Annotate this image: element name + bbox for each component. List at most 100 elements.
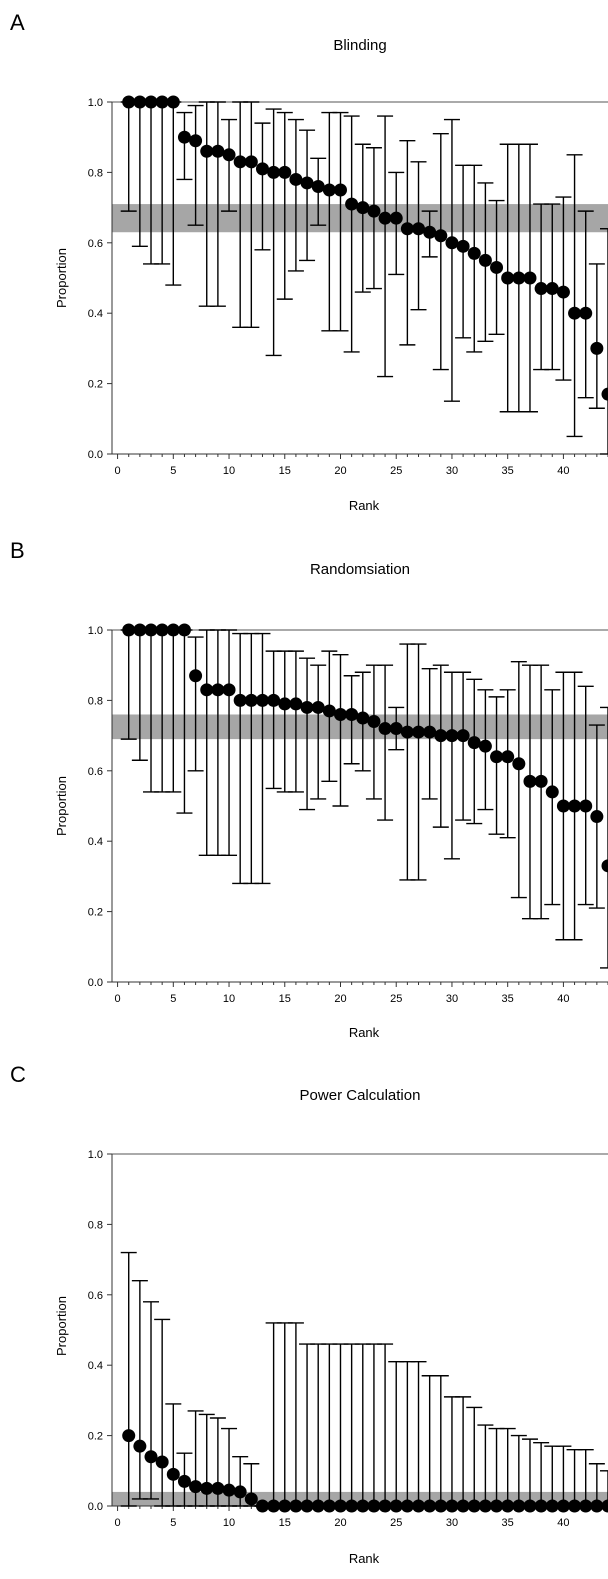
panel-b-data-point: [278, 697, 292, 711]
panel-c-x-tick-label: 30: [446, 1517, 458, 1529]
panel-a-data-point: [222, 148, 236, 162]
panel-c-x-tick-label: 10: [223, 1517, 235, 1529]
panel-a-x-axis-label: Rank: [349, 498, 380, 513]
panel-a-x-tick-label: 20: [334, 465, 346, 477]
panel-c-data-point: [289, 1499, 303, 1513]
panel-b-x-tick-label: 30: [446, 993, 458, 1005]
panel-b-y-tick-label: 1.0: [88, 625, 103, 637]
panel-c-x-tick-label: 5: [170, 1517, 176, 1529]
panel-c-x-tick-label: 15: [279, 1517, 291, 1529]
panel-b-data-point: [211, 683, 225, 697]
panel-b-y-tick-label: 0.2: [88, 907, 103, 919]
panel-c-data-point: [255, 1499, 269, 1513]
panel-c-data-point: [267, 1499, 281, 1513]
panel-b-x-tick-label: 25: [390, 993, 402, 1005]
panel-c-x-tick-label: 35: [502, 1517, 514, 1529]
panel-a-data-point: [300, 176, 314, 190]
panel-b-y-tick-label: 0.0: [88, 977, 103, 989]
panel-b-data-point: [189, 669, 203, 683]
panel-b-data-point: [255, 693, 269, 707]
panel-c-data-point: [478, 1499, 492, 1513]
panel-a-x-tick-label: 30: [446, 465, 458, 477]
panel-c-data-point: [233, 1485, 247, 1499]
panel-a-data-point: [322, 183, 336, 197]
panel-c-data-point: [322, 1499, 336, 1513]
panel-a-x-tick-label: 25: [390, 465, 402, 477]
panel-b-data-point: [289, 697, 303, 711]
panel-c-data-point: [579, 1499, 593, 1513]
panel-b-x-tick-label: 10: [223, 993, 235, 1005]
panel-c-x-axis-label: Rank: [349, 1551, 380, 1566]
panel-a-x-tick-label: 5: [170, 465, 176, 477]
panel-b-plot: 0.0 0.2 0.4 0.6 0.8 1.0 0 5 10 15 20 25 30 35 40: [88, 623, 608, 1005]
panel-c-y-tick-label: 0.4: [88, 1360, 103, 1372]
panel-b-data-point: [300, 700, 314, 714]
panel-a-y-tick-label: 0.6: [88, 238, 103, 250]
panel-b-x-tick-label: 0: [115, 993, 121, 1005]
panel-a-data-point: [545, 282, 559, 296]
panel-b-y-axis-label: Proportion: [54, 776, 69, 836]
panel-b-data-point: [345, 707, 359, 721]
panel-a-data-point: [389, 211, 403, 225]
panel-c-data-point: [278, 1499, 292, 1513]
panel-c-data-point: [345, 1499, 359, 1513]
panel-b-data-point: [579, 799, 593, 813]
panel-a-data-point: [579, 306, 593, 320]
panel-c-plot: 0.0 0.2 0.4 0.6 0.8 1.0 0 5 10 15 20 25 30 35 40: [88, 1149, 608, 1529]
panel-a-data-point: [356, 201, 370, 215]
panel-b-data-point: [155, 623, 169, 637]
panel-a-data-point: [166, 95, 180, 109]
panel-b-x-tick-label: 15: [279, 993, 291, 1005]
panel-b-data-point: [534, 774, 548, 788]
panel-c-data-point: [434, 1499, 448, 1513]
panel-b-data-point: [233, 693, 247, 707]
panel-b-data-point: [445, 729, 459, 743]
panel-b-x-tick-label: 20: [334, 993, 346, 1005]
panel-c-data-point: [456, 1499, 470, 1513]
panel-a-data-point: [233, 155, 247, 169]
panel-c-data-point: [378, 1499, 392, 1513]
panel-b-data-point: [133, 623, 147, 637]
panel-b-data-point: [333, 707, 347, 721]
panel-c-data-point: [244, 1492, 258, 1506]
panel-b-data-point: [412, 725, 426, 739]
panel-a-data-point: [400, 222, 414, 236]
panel-a-y-tick-label: 1.0: [88, 97, 103, 109]
panel-a-y-tick-label: 0.0: [88, 449, 103, 461]
panel-a-data-point: [255, 162, 269, 176]
panel-c-data-point: [490, 1499, 504, 1513]
panel-a-data-point: [345, 197, 359, 211]
panel-a-data-point: [311, 179, 325, 193]
panel-c-data-point: [177, 1474, 191, 1488]
panel-c-data-point: [568, 1499, 582, 1513]
panel-b-data-point: [311, 700, 325, 714]
panel-c-title: Power Calculation: [300, 1087, 421, 1104]
panel-a-data-point: [177, 130, 191, 144]
panel-b-data-point: [601, 859, 608, 873]
panel-b-data-point: [400, 725, 414, 739]
panel-c-data-point: [200, 1481, 214, 1495]
panel-c-x-tick-label: 0: [115, 1517, 121, 1529]
panel-a-data-point: [467, 246, 481, 260]
panel-c-x-tick-label: 20: [334, 1517, 346, 1529]
panel-c-data-point: [211, 1481, 225, 1495]
panel-a-y-tick-label: 0.8: [88, 167, 103, 179]
panel-c-data-point: [545, 1499, 559, 1513]
panel-b-x-tick-label: 40: [557, 993, 569, 1005]
panel-b-data-point: [267, 693, 281, 707]
panel-c-data-point: [311, 1499, 325, 1513]
panel-a-title: Blinding: [333, 37, 386, 54]
panel-b-data-point: [556, 799, 570, 813]
panel-a-data-point: [122, 95, 136, 109]
panel-b-data-point: [177, 623, 191, 637]
panel-a-data-point: [189, 134, 203, 148]
panel-b-data-point: [434, 729, 448, 743]
panel-b-data-point: [568, 799, 582, 813]
panel-a-data-point: [200, 144, 214, 158]
panel-a-data-point: [144, 95, 158, 109]
panel-a-plot: 0.0 0.2 0.4 0.6 0.8 1.0 0 5 10 15 20 25 30 35 40: [88, 95, 608, 477]
panel-c-data-point: [423, 1499, 437, 1513]
panel-a-x-tick-label: 40: [557, 465, 569, 477]
